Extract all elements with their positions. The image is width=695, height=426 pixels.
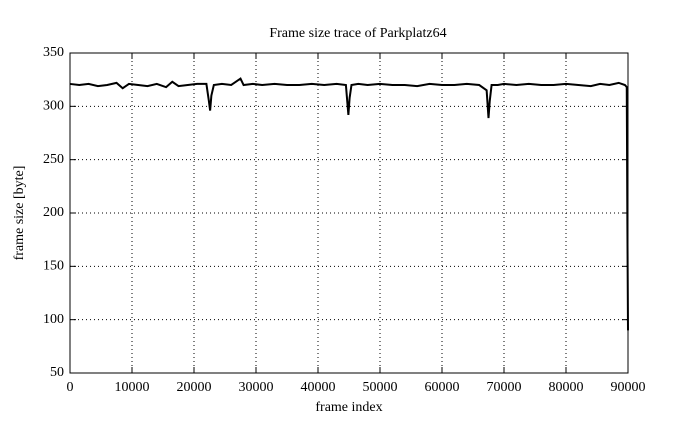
- x-tick-label: 20000: [177, 380, 212, 395]
- y-tick-label: 350: [43, 45, 64, 60]
- y-tick-label: 150: [43, 259, 64, 274]
- data-line: [69, 77, 629, 331]
- chart-title: Frame size trace of Parkplatz64: [269, 26, 446, 41]
- x-tick-label: 30000: [239, 380, 274, 395]
- y-tick-label: 200: [43, 205, 64, 220]
- y-tick-label: 100: [43, 312, 64, 327]
- x-tick-label: 70000: [487, 380, 522, 395]
- x-tick-label: 60000: [425, 380, 460, 395]
- x-tick-label: 40000: [301, 380, 336, 395]
- x-tick-label: 0: [67, 380, 74, 395]
- x-tick-label: 90000: [611, 380, 646, 395]
- y-axis-label: frame size [byte]: [12, 166, 27, 261]
- x-tick-label: 10000: [115, 380, 150, 395]
- y-tick-label: 250: [43, 152, 64, 167]
- x-tick-label: 80000: [549, 380, 584, 395]
- x-axis-label: frame index: [315, 400, 382, 415]
- y-tick-label: 50: [50, 365, 64, 380]
- x-tick-label: 50000: [363, 380, 398, 395]
- y-tick-label: 300: [43, 99, 64, 114]
